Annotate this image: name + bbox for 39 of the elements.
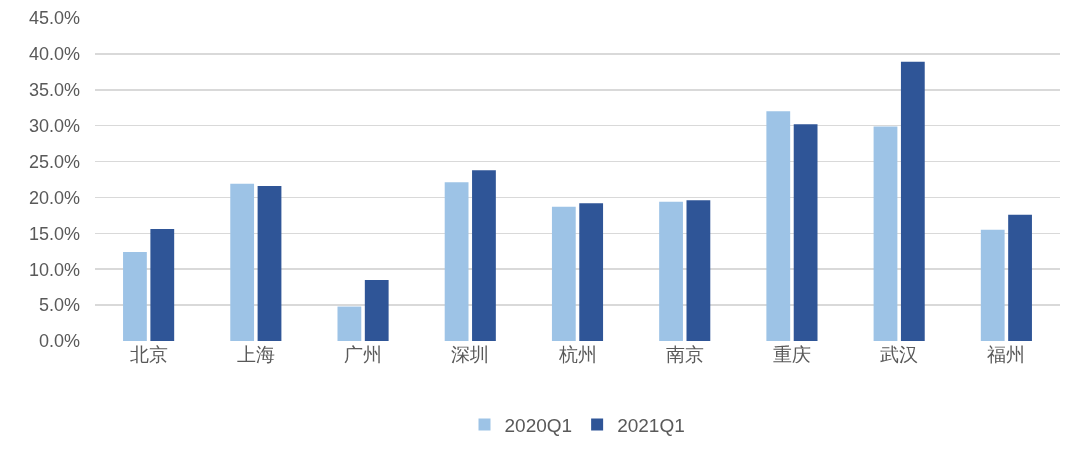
bar [230, 183, 255, 341]
bar [551, 206, 576, 341]
bar [793, 124, 818, 341]
bar [472, 170, 496, 341]
bar [444, 182, 469, 341]
y-tick-label: 25.0% [28, 151, 80, 172]
bar [337, 306, 362, 341]
x-tick-label: 上海 [236, 344, 275, 365]
y-tick-label: 15.0% [28, 223, 80, 244]
bar [123, 252, 147, 341]
y-tick-label: 30.0% [28, 115, 80, 136]
x-tick-label: 南京 [665, 344, 704, 365]
bar [579, 203, 604, 341]
bar [900, 61, 925, 341]
bar [1008, 214, 1032, 341]
y-tick-label: 40.0% [28, 44, 80, 65]
y-tick-label: 20.0% [28, 187, 80, 208]
x-tick-label: 武汉 [880, 344, 919, 365]
y-tick-label: 10.0% [28, 259, 80, 280]
bar [257, 185, 282, 341]
y-tick-label: 0.0% [38, 331, 80, 352]
bar [980, 229, 1005, 341]
legend-label: 2021Q1 [617, 414, 685, 436]
x-tick-label: 杭州 [557, 344, 597, 365]
y-tick-label: 35.0% [28, 80, 80, 101]
y-tick-label: 5.0% [38, 295, 80, 316]
bar [150, 229, 175, 341]
x-tick-label: 北京 [129, 344, 168, 365]
x-tick-label: 深圳 [451, 344, 490, 365]
x-tick-label: 福州 [987, 344, 1026, 365]
bar [873, 126, 898, 341]
legend-label: 2020Q1 [504, 414, 573, 436]
x-tick-label: 重庆 [772, 344, 811, 365]
x-tick-label: 广州 [344, 344, 383, 365]
y-tick-label: 45.0% [28, 8, 80, 29]
bar [686, 200, 711, 341]
bar [659, 201, 683, 341]
bar [364, 279, 389, 341]
bar [766, 111, 791, 341]
